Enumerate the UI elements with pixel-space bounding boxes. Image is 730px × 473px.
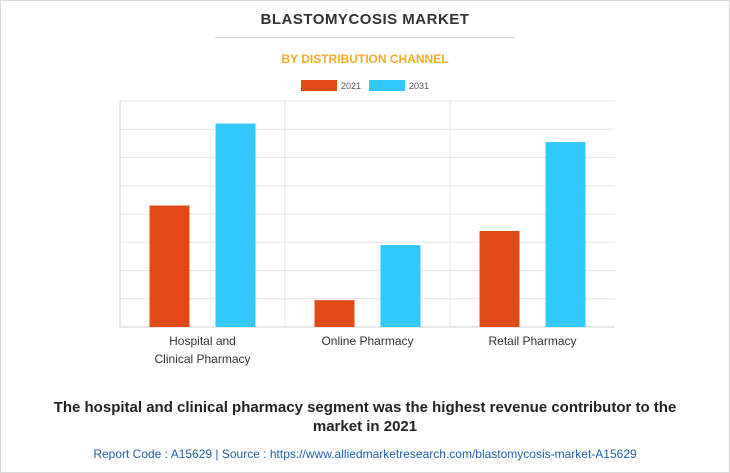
bar-2021-1 [314, 300, 355, 327]
bar-2031-2 [545, 141, 586, 327]
legend-label-2021: 2021 [340, 80, 361, 91]
chart-legend: 2021 2031 [0, 80, 730, 91]
legend-swatch-2031 [369, 80, 405, 91]
legend-item-2031[interactable]: 2031 [369, 80, 429, 91]
chart-title: BLASTOMYCOSIS MARKET [260, 11, 470, 28]
bar-2021-2 [479, 230, 520, 327]
chart-caption: The hospital and clinical pharmacy segme… [20, 398, 710, 436]
x-tick-label: Online Pharmacy [321, 334, 413, 348]
source-footer: Report Code : A15629 | Source : https://… [93, 447, 637, 461]
legend-swatch-2021 [300, 80, 337, 91]
caption-line-1: The hospital and clinical pharmacy segme… [53, 399, 677, 416]
bar-2021-0 [149, 205, 190, 327]
caption-line-2: market in 2021 [312, 418, 418, 435]
chart-subtitle: BY DISTRIBUTION CHANNEL [281, 52, 449, 66]
legend-label-2031: 2031 [409, 80, 430, 91]
bar-2031-0 [215, 123, 256, 327]
legend-item-2021[interactable]: 2021 [300, 80, 361, 91]
x-tick-label: Hospital and Clinical Pharmacy [154, 334, 250, 366]
x-tick-label: Retail Pharmacy [488, 334, 576, 348]
title-divider [215, 37, 515, 38]
bar-2031-1 [380, 245, 421, 327]
